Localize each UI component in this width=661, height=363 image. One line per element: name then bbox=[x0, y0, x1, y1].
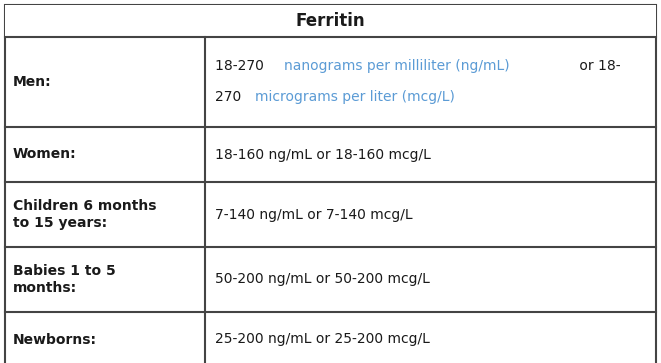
Text: Newborns:: Newborns: bbox=[13, 333, 97, 347]
Text: 18-270: 18-270 bbox=[215, 59, 268, 73]
Text: Children 6 months
to 15 years:: Children 6 months to 15 years: bbox=[13, 199, 157, 231]
Text: or 18-: or 18- bbox=[575, 59, 621, 73]
Bar bbox=[5, 5, 656, 37]
Text: 50-200 ng/mL or 50-200 mcg/L: 50-200 ng/mL or 50-200 mcg/L bbox=[215, 273, 430, 286]
Text: Women:: Women: bbox=[13, 147, 77, 162]
Text: Ferritin: Ferritin bbox=[295, 12, 366, 30]
Text: 25-200 ng/mL or 25-200 mcg/L: 25-200 ng/mL or 25-200 mcg/L bbox=[215, 333, 430, 347]
Text: micrograms per liter (mcg/L): micrograms per liter (mcg/L) bbox=[254, 90, 454, 104]
Text: 7-140 ng/mL or 7-140 mcg/L: 7-140 ng/mL or 7-140 mcg/L bbox=[215, 208, 412, 221]
Text: Babies 1 to 5
months:: Babies 1 to 5 months: bbox=[13, 264, 116, 295]
Text: nanograms per milliliter (ng/mL): nanograms per milliliter (ng/mL) bbox=[284, 59, 510, 73]
Text: 270: 270 bbox=[215, 90, 246, 104]
Text: 18-160 ng/mL or 18-160 mcg/L: 18-160 ng/mL or 18-160 mcg/L bbox=[215, 147, 431, 162]
Text: Men:: Men: bbox=[13, 75, 52, 89]
